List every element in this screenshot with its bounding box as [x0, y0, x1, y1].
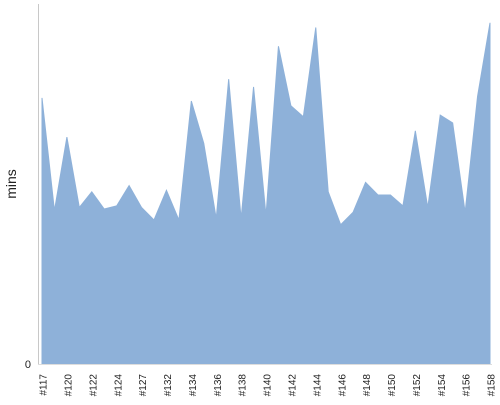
x-tick-label: #156	[462, 374, 473, 397]
x-tick-label: #136	[213, 374, 224, 397]
x-tick-label: #158	[487, 374, 498, 397]
x-tick-label: #127	[138, 374, 149, 397]
x-tick-label: #142	[288, 374, 299, 397]
area-series	[41, 22, 491, 365]
x-tick-label: #132	[163, 374, 174, 397]
x-tick-labels: #117 #120 #122 #124 #127 #132 #134 #136 #138 #140…	[39, 374, 498, 397]
y-tick-label: 0	[25, 359, 31, 371]
x-tick-label: #146	[337, 374, 348, 397]
x-tick-label: #124	[113, 374, 124, 397]
x-tick-label: #154	[437, 374, 448, 397]
x-tick-label: #122	[88, 374, 99, 397]
x-tick-label: #152	[412, 374, 423, 397]
x-tick-label: #117	[39, 374, 50, 396]
x-tick-label: #148	[362, 374, 373, 397]
x-tick-label: #144	[312, 374, 323, 397]
x-tick-label: #140	[263, 374, 274, 397]
x-tick-label: #150	[387, 374, 398, 397]
y-axis-label: mins	[3, 169, 19, 199]
x-tick-label: #134	[188, 374, 199, 397]
x-tick-label: #120	[64, 374, 75, 397]
x-tick-label: #138	[238, 374, 249, 397]
